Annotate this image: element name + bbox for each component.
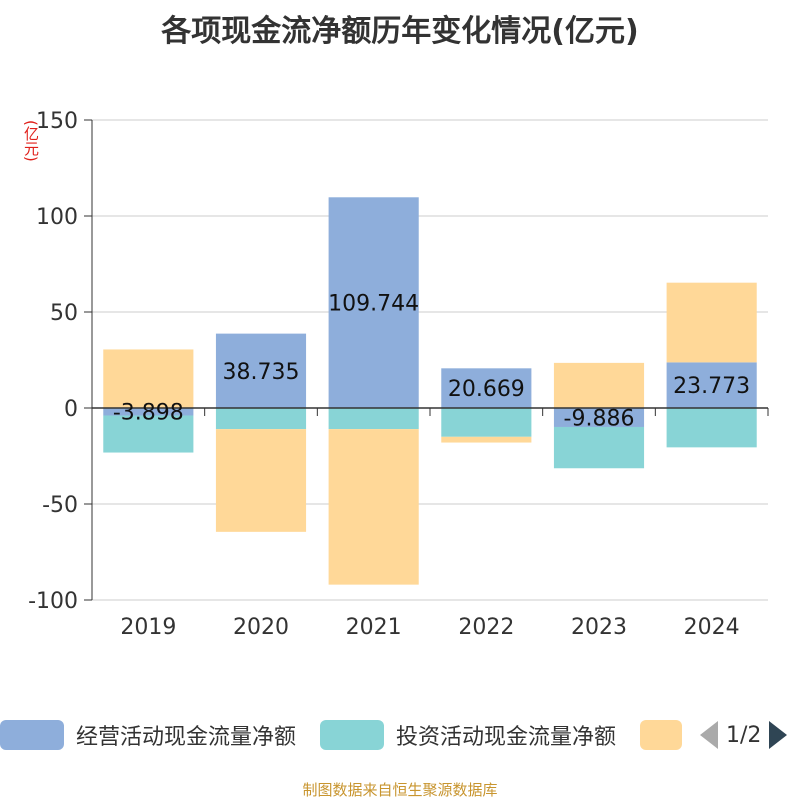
legend-pager: 1/2 [700, 718, 800, 752]
bar-2-2022 [441, 436, 532, 443]
bar-0-2019 [103, 408, 194, 416]
legend: 经营活动现金流量净额 投资活动现金流量净额 [0, 718, 800, 752]
legend-item-financing[interactable] [640, 718, 694, 752]
legend-item-operating[interactable]: 经营活动现金流量净额 [0, 718, 296, 752]
chart-title: 各项现金流净额历年变化情况(亿元) [161, 14, 639, 49]
y-tick-label: 150 [36, 109, 78, 134]
legend-swatch-investing [320, 720, 384, 750]
data-label-2020: 38.735 [223, 360, 300, 385]
y-axis-unit-label: (亿元) [22, 120, 40, 162]
bar-0-2024 [666, 362, 757, 408]
bar-1-2022 [441, 408, 532, 437]
bar-1-2021 [328, 408, 419, 430]
y-tick-label: -50 [42, 493, 78, 518]
bar-1-2020 [215, 408, 307, 430]
y-tick-label: 0 [64, 397, 78, 422]
legend-label-operating: 经营活动现金流量净额 [76, 725, 297, 750]
bar-1-2024 [666, 408, 757, 448]
x-tick-label-2023: 2023 [571, 615, 627, 640]
legend-swatch-financing [640, 720, 682, 750]
data-label-2023: -9.886 [564, 406, 635, 431]
bar-1-2019 [103, 415, 194, 453]
data-label-2022: 20.669 [448, 377, 525, 402]
bar-2-2019 [103, 349, 194, 408]
data-label-2021: 109.744 [328, 292, 419, 317]
x-tick-label-2022: 2022 [458, 615, 514, 640]
y-tick-label: 50 [50, 301, 78, 326]
bar-1-2023 [553, 426, 645, 469]
bar-0-2021 [328, 197, 419, 408]
data-label-2019: -3.898 [113, 401, 184, 426]
x-tick-label-2024: 2024 [684, 615, 740, 640]
x-tick-label-2021: 2021 [346, 615, 402, 640]
x-tick-label-2019: 2019 [120, 615, 176, 640]
bars [103, 197, 757, 585]
y-tick-label: 100 [36, 205, 78, 230]
bar-0-2023 [553, 408, 645, 427]
bar-0-2022 [441, 368, 532, 408]
axes: 150 100 50 0 -50 -100 2019 2020 2021 2022 2023 2024 [28, 109, 769, 640]
bar-2-2020 [215, 429, 307, 532]
legend-page-indicator: 1/2 [726, 722, 762, 748]
next-page-icon[interactable] [769, 721, 788, 749]
bar-2-2024 [666, 282, 757, 363]
legend-item-investing[interactable]: 投资活动现金流量净额 [320, 718, 616, 752]
source-footer: 制图数据来自恒生聚源数据库 [302, 781, 498, 799]
x-tick-label-2020: 2020 [233, 615, 289, 640]
bar-2-2021 [328, 429, 419, 585]
bar-2-2023 [553, 362, 645, 408]
y-tick-label: -100 [28, 589, 78, 614]
legend-label-investing: 投资活动现金流量净额 [396, 725, 617, 750]
legend-swatch-operating [0, 720, 64, 750]
bar-0-2020 [215, 333, 307, 408]
data-labels: -3.898 38.735 109.744 20.669 -9.886 23.773 [113, 292, 750, 432]
data-label-2024: 23.773 [673, 374, 750, 399]
prev-page-icon[interactable] [700, 721, 718, 749]
